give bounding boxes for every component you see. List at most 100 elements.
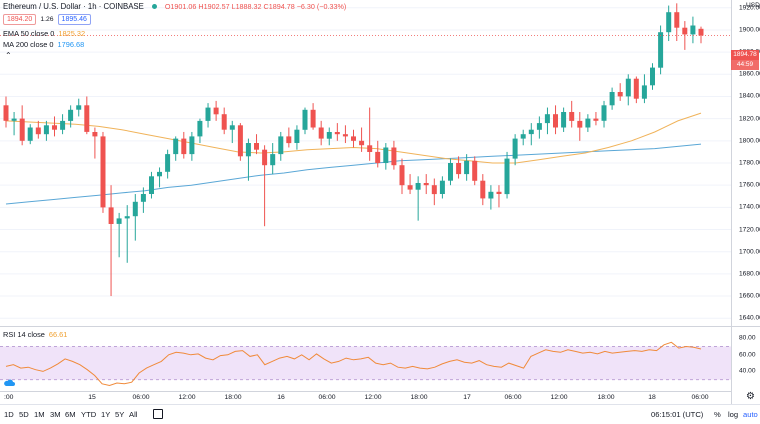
range-button-ytd[interactable]: YTD	[81, 410, 97, 419]
candle-body	[407, 185, 413, 190]
bottom-toolbar: 1D 5D 1M 3M 6M YTD 1Y 5Y All 06:15:01 (UTC) % lo…	[0, 404, 760, 424]
candle	[439, 176, 445, 199]
candle-body	[3, 105, 9, 121]
range-button-1y[interactable]: 1Y	[101, 410, 111, 419]
price-tick-label: 1920.00	[739, 4, 760, 12]
candle	[35, 120, 41, 139]
range-button-6m[interactable]: 6M	[65, 410, 76, 419]
candle	[334, 123, 340, 141]
candle-body	[286, 136, 292, 144]
candle-body	[294, 129, 300, 143]
candle	[189, 131, 195, 161]
candle-body	[391, 147, 397, 166]
candle	[92, 127, 98, 159]
candle-body	[237, 125, 243, 157]
candle-body	[52, 125, 57, 130]
ask-price[interactable]: 1895.46	[57, 14, 91, 25]
candle	[456, 156, 462, 179]
candle	[536, 116, 542, 139]
candle-body	[367, 145, 373, 152]
candle-body	[270, 154, 276, 166]
price-tick-label: 1900.00	[739, 26, 760, 34]
candle-body	[11, 118, 17, 121]
time-tick-label: 12:00	[364, 394, 382, 401]
candle	[544, 107, 550, 135]
candle-body	[197, 120, 203, 137]
candle-body	[254, 143, 259, 150]
rsi-value: 66.61	[48, 330, 68, 339]
ema50-line	[5, 112, 702, 164]
candle	[326, 127, 332, 146]
date-range-icon[interactable]	[153, 409, 163, 419]
auto-toggle[interactable]: auto	[743, 410, 758, 419]
range-button-all[interactable]: All	[129, 410, 138, 419]
candle	[431, 178, 437, 206]
candle	[496, 185, 502, 208]
collapse-legend-icon[interactable]: ⌃	[5, 51, 12, 60]
candle-body	[690, 25, 696, 35]
rsi-tick-label: 40.00	[739, 367, 756, 375]
candle-body	[359, 140, 365, 146]
candle	[124, 205, 130, 263]
candle	[3, 96, 9, 128]
candle	[585, 114, 591, 132]
range-button-1d[interactable]: 1D	[4, 410, 14, 419]
ema-label: EMA 50 close 0	[3, 29, 55, 38]
price-tick-label: 1640.00	[739, 314, 760, 322]
candle	[674, 3, 680, 42]
candle	[448, 158, 453, 186]
utc-clock[interactable]: 06:15:01 (UTC)	[651, 410, 704, 419]
ema-legend[interactable]: EMA 50 close 0 1825.32	[3, 28, 85, 39]
candle-body	[351, 136, 356, 141]
candle	[270, 143, 276, 175]
percent-toggle[interactable]: %	[714, 410, 721, 419]
cloud-icon[interactable]	[3, 374, 16, 386]
symbol-title[interactable]: Ethereum / U.S. Dollar · 1h · COINBASE	[3, 2, 144, 11]
candle	[512, 134, 518, 166]
candle-body	[334, 132, 340, 135]
price-chart[interactable]	[0, 0, 760, 404]
price-tick-label: 1860.00	[739, 70, 760, 78]
time-tick-label: 06:00	[691, 394, 709, 401]
candle-body	[318, 127, 324, 139]
price-tick-label: 1760.00	[739, 181, 760, 189]
candle-body	[593, 118, 599, 121]
candle	[108, 185, 114, 297]
candle-body	[633, 78, 639, 99]
candle	[399, 158, 405, 195]
price-tick-label: 1720.00	[739, 226, 760, 234]
candle-body	[326, 132, 332, 139]
candle-body	[439, 180, 445, 194]
range-button-5d[interactable]: 5D	[19, 410, 29, 419]
range-button-5y[interactable]: 5Y	[115, 410, 125, 419]
candle-body	[342, 134, 348, 137]
range-button-1m[interactable]: 1M	[34, 410, 45, 419]
candle	[553, 105, 558, 135]
log-toggle[interactable]: log	[728, 410, 739, 419]
candle	[351, 129, 356, 148]
candle	[262, 145, 268, 227]
candle	[286, 127, 292, 148]
candle	[407, 174, 413, 195]
candle-body	[262, 149, 268, 166]
time-tick-label: 06:00	[504, 394, 522, 401]
candle-body	[536, 123, 542, 130]
ma-legend[interactable]: MA 200 close 0 1796.68	[3, 39, 84, 50]
candle-body	[585, 118, 591, 128]
candle	[254, 134, 259, 155]
time-tick-label: 18:00	[410, 394, 428, 401]
candle-body	[173, 138, 179, 155]
candle-body	[617, 92, 623, 97]
range-button-3m[interactable]: 3M	[50, 410, 61, 419]
candle-body	[415, 183, 421, 190]
ma-value: 1796.68	[57, 40, 85, 49]
candle	[205, 103, 211, 128]
time-tick-label: 15	[88, 394, 96, 401]
candle	[19, 105, 25, 146]
candle	[488, 185, 494, 210]
rsi-legend[interactable]: RSI 14 close 66.61	[3, 329, 67, 340]
bid-price[interactable]: 1894.20	[3, 14, 37, 25]
settings-gear-icon[interactable]: ⚙	[746, 391, 755, 402]
market-status-icon	[151, 4, 157, 9]
candle-body	[480, 180, 486, 199]
